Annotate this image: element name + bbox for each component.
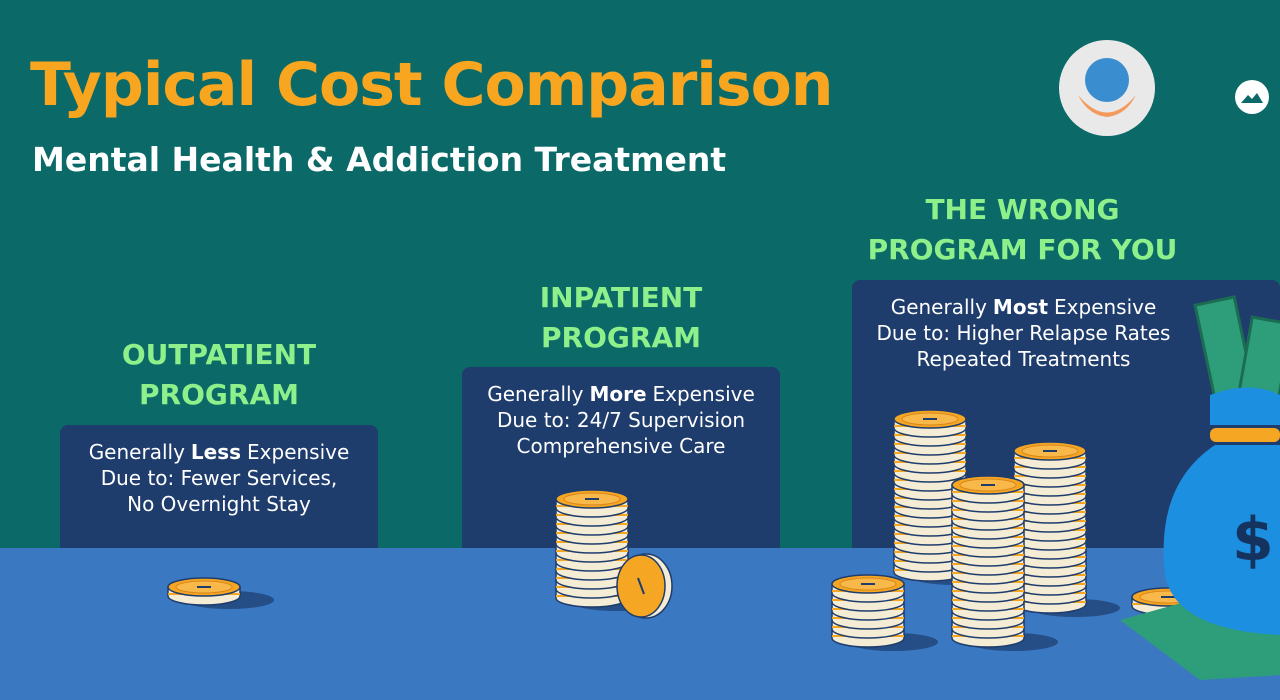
description: Generally More Expensive xyxy=(462,381,780,407)
detail: Repeated Treatments xyxy=(916,347,1131,371)
detail: Due to: Fewer Services, xyxy=(100,466,338,490)
logo-hands xyxy=(1078,95,1136,117)
bag-tie xyxy=(1210,428,1280,442)
coin-stack xyxy=(951,475,1058,651)
info-box: Generally Less Expensive Due to: Fewer Ser… xyxy=(60,425,378,548)
heading-line: PROGRAM xyxy=(139,378,299,411)
desc-emphasis: More xyxy=(589,382,647,406)
desc-suffix: Expensive xyxy=(652,382,755,406)
desc-emphasis: Most xyxy=(992,295,1049,319)
detail: Due to: 24/7 Supervision xyxy=(496,408,746,432)
title: Typical Cost Comparison xyxy=(30,50,833,120)
bag-neck xyxy=(1210,387,1280,425)
column-heading: OUTPATIENT PROGRAM xyxy=(60,335,378,415)
column-heading: INPATIENT PROGRAM xyxy=(462,278,780,358)
money-bag xyxy=(1163,445,1280,635)
desc-prefix: Generally xyxy=(487,382,584,406)
brand-icon-mark xyxy=(1241,93,1263,103)
dollar-sign: $ xyxy=(1232,505,1274,575)
standing-coin xyxy=(616,553,673,619)
coin-mark xyxy=(637,577,645,595)
heading-line: PROGRAM FOR YOU xyxy=(867,233,1178,266)
logo-globe xyxy=(1085,58,1129,102)
column-heading: THE WRONG PROGRAM FOR YOU xyxy=(820,190,1225,270)
description: Generally Most Expensive xyxy=(852,294,1195,320)
coin-stack xyxy=(167,577,274,609)
desc-prefix: Generally xyxy=(890,295,987,319)
heading-line: THE WRONG xyxy=(925,193,1120,226)
desc-emphasis: Less xyxy=(190,440,242,464)
desc-suffix: Expensive xyxy=(1054,295,1157,319)
heading-line: OUTPATIENT xyxy=(121,338,317,371)
detail: Comprehensive Care xyxy=(516,434,726,458)
coin-stack xyxy=(893,409,1000,585)
heading-line: PROGRAM xyxy=(541,321,701,354)
coin-stack xyxy=(555,489,662,611)
subtitle: Mental Health & Addiction Treatment xyxy=(32,140,727,179)
detail: No Overnight Stay xyxy=(127,492,311,516)
coin-stack xyxy=(831,574,938,651)
detail: Due to: Higher Relapse Rates xyxy=(876,321,1171,345)
desc-prefix: Generally xyxy=(88,440,185,464)
description: Generally Less Expensive xyxy=(60,439,378,465)
brand-icon xyxy=(1235,80,1269,114)
coin-stack xyxy=(1013,441,1120,617)
desc-suffix: Expensive xyxy=(247,440,350,464)
heading-line: INPATIENT xyxy=(539,281,703,314)
